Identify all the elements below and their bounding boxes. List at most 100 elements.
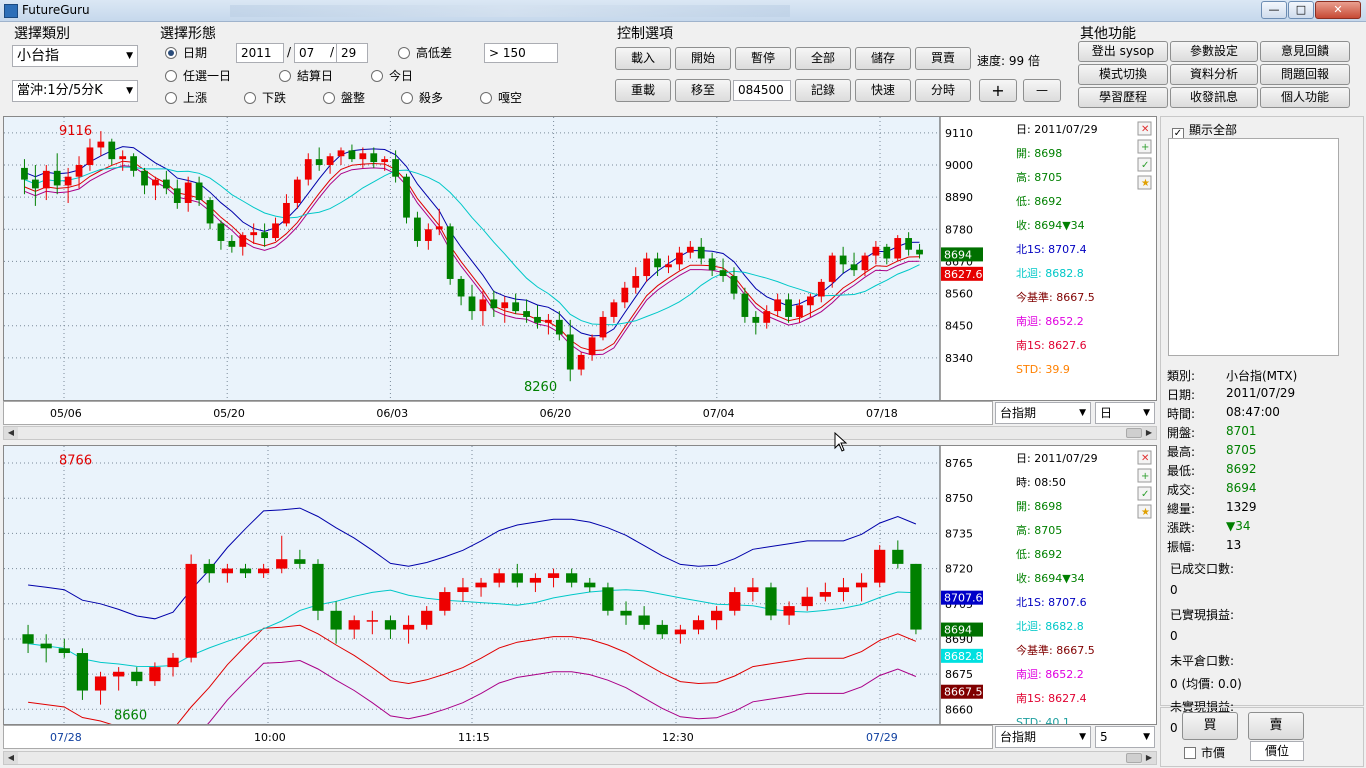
candle-body	[468, 296, 476, 312]
market-price-checkbox[interactable]: 市價	[1184, 744, 1225, 761]
radio-label: 上漲	[183, 91, 208, 105]
logout-button[interactable]: 登出 sysop	[1078, 41, 1168, 62]
price-tag	[941, 266, 983, 281]
scroll-thumb[interactable]	[1126, 753, 1142, 763]
detail-value: 小台指(MTX)	[1226, 369, 1298, 383]
scroll-right-icon[interactable]: ▶	[1142, 752, 1156, 764]
candle-body	[719, 270, 727, 277]
scroll-left-icon[interactable]: ◀	[4, 427, 18, 439]
product-select[interactable]: 小台指 ▼	[12, 45, 138, 67]
radio-dot-icon	[244, 92, 256, 104]
info-line: STD: 40.1	[1016, 716, 1070, 724]
settings-button[interactable]: 參數設定	[1170, 41, 1258, 62]
close-button[interactable]: ✕	[1315, 1, 1361, 19]
threshold-input[interactable]: > 150	[484, 43, 558, 63]
candle-body	[529, 577, 542, 583]
candle-body	[152, 179, 159, 186]
daily-h-scrollbar[interactable]: ◀ ▶	[3, 426, 1157, 440]
learning-history-button[interactable]: 學習歷程	[1078, 87, 1168, 108]
price-input[interactable]: 價位	[1250, 741, 1304, 761]
feedback-button[interactable]: 意見回饋	[1260, 41, 1350, 62]
select-value: 5	[1100, 730, 1108, 744]
radio-date[interactable]: 日期	[165, 46, 207, 60]
radio-up[interactable]: 上漲	[165, 91, 207, 105]
radio-today[interactable]: 今日	[371, 69, 413, 83]
intraday-symbol-select[interactable]: 台指期 ▼	[995, 726, 1091, 748]
personal-button[interactable]: 個人功能	[1260, 87, 1350, 108]
radio-high-low[interactable]: 高低差	[398, 46, 452, 60]
mode-switch-button[interactable]: 模式切換	[1078, 64, 1168, 85]
intraday-h-scrollbar[interactable]: ◀ ▶	[3, 751, 1157, 765]
speed-plus-button[interactable]: +	[979, 79, 1017, 102]
price-tag-label: 8707.6	[944, 592, 983, 605]
chevron-down-icon: ▼	[126, 51, 133, 61]
candle-body	[312, 563, 324, 611]
fast-button[interactable]: 快速	[855, 79, 911, 102]
messages-button[interactable]: 收發訊息	[1170, 87, 1258, 108]
symbol-list[interactable]	[1168, 138, 1339, 356]
day-input[interactable]: 29	[336, 43, 368, 63]
daily-symbol-select[interactable]: 台指期 ▼	[995, 402, 1091, 424]
x-tick-label: 06/20	[540, 407, 572, 420]
candle-body	[184, 182, 192, 203]
radio-settlement[interactable]: 結算日	[279, 69, 333, 83]
candle-body	[446, 226, 454, 279]
candle-body	[861, 255, 869, 271]
show-all-checkbox[interactable]: ✓ 顯示全部	[1172, 121, 1237, 140]
candle-body	[195, 182, 203, 201]
pause-button[interactable]: 暫停	[735, 47, 791, 70]
candle-body	[86, 147, 94, 165]
radio-flat[interactable]: 盤整	[323, 91, 365, 105]
year-input[interactable]: 2011	[236, 43, 284, 63]
minimize-button[interactable]: —	[1261, 1, 1287, 19]
start-button[interactable]: 開始	[675, 47, 731, 70]
candle-body	[53, 170, 61, 186]
extreme-label: 9116	[59, 124, 92, 139]
record-button[interactable]: 記錄	[795, 79, 851, 102]
intraday-candlestick-chart[interactable]: 8765875087358720870586908675866087668660…	[4, 446, 1156, 768]
candle-body	[765, 587, 777, 616]
candle-body	[272, 223, 279, 239]
scroll-right-icon[interactable]: ▶	[1142, 427, 1156, 439]
radio-kill-long[interactable]: 殺多	[401, 91, 443, 105]
interval-select[interactable]: 當沖:1分/5分K ▼	[12, 80, 138, 102]
scroll-left-icon[interactable]: ◀	[4, 752, 18, 764]
candle-body	[293, 179, 301, 203]
radio-any-day[interactable]: 任選一日	[165, 69, 231, 83]
trade-button[interactable]: 買賣	[915, 47, 971, 70]
checkbox-icon	[1184, 747, 1196, 759]
price-tag-label: 8694	[944, 624, 972, 637]
detail-row: 時間: 08:47:00	[1167, 405, 1280, 422]
info-line: 開: 8698	[1016, 500, 1062, 513]
daily-candlestick-chart[interactable]: 9110900088908780867085608450834091168260…	[4, 117, 1156, 400]
stat-value: 0	[1170, 583, 1178, 597]
candle-body	[577, 354, 585, 370]
goto-time-input[interactable]: 084500	[733, 80, 791, 101]
buy-button[interactable]: 買	[1182, 712, 1238, 740]
info-line: 高: 8705	[1016, 170, 1062, 184]
panel-icon-frame	[1137, 504, 1152, 519]
reload-button[interactable]: 重載	[615, 79, 671, 102]
radio-squeeze-short[interactable]: 嘎空	[480, 91, 522, 105]
data-analysis-button[interactable]: 資料分析	[1170, 64, 1258, 85]
candle-body	[141, 170, 148, 186]
other-label: 其他功能	[1080, 26, 1136, 42]
intraday-period-select[interactable]: 5 ▼	[1095, 726, 1155, 748]
radio-label: 任選一日	[183, 69, 232, 83]
save-button[interactable]: 儲存	[855, 47, 911, 70]
info-line: 北迴: 8682.8	[1016, 266, 1084, 280]
scroll-thumb[interactable]	[1126, 428, 1142, 438]
load-button[interactable]: 載入	[615, 47, 671, 70]
daily-period-select[interactable]: 日 ▼	[1095, 402, 1155, 424]
detail-row: 開盤: 8701	[1167, 424, 1257, 441]
goto-button[interactable]: 移至	[675, 79, 731, 102]
sell-button[interactable]: 賣	[1248, 712, 1304, 740]
detail-key: 總量:	[1167, 502, 1196, 516]
all-button[interactable]: 全部	[795, 47, 851, 70]
report-issue-button[interactable]: 問題回報	[1260, 64, 1350, 85]
timeshare-button[interactable]: 分時	[915, 79, 971, 102]
maximize-button[interactable]: □	[1288, 1, 1314, 19]
candle-body	[439, 592, 451, 611]
radio-down[interactable]: 下跌	[244, 91, 286, 105]
speed-minus-button[interactable]: —	[1023, 79, 1061, 102]
